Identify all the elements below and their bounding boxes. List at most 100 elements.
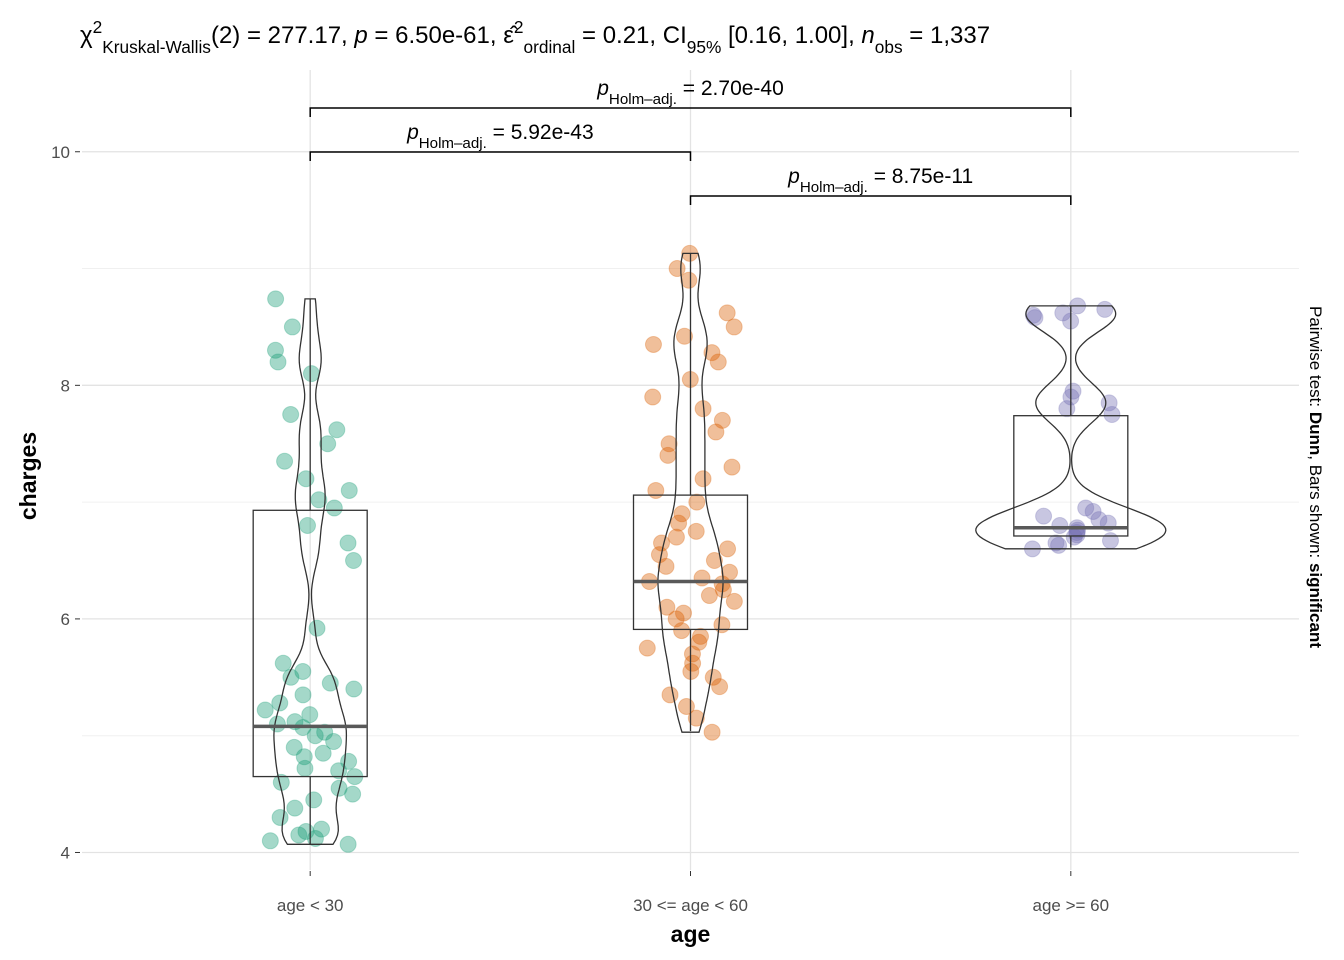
data-point: [723, 458, 741, 476]
x-tick-label: age >= 60: [1033, 896, 1110, 915]
data-point: [319, 435, 337, 453]
text-part: = 1,337: [903, 22, 990, 49]
data-point: [680, 271, 698, 289]
text-part: = 8.75e-11: [868, 165, 973, 188]
data-point: [316, 723, 334, 741]
data-point: [1051, 516, 1069, 534]
data-point: [295, 748, 313, 766]
data-point: [313, 820, 331, 838]
text-part: n: [861, 22, 874, 49]
data-point: [661, 686, 679, 704]
data-point: [282, 406, 300, 424]
data-point: [644, 388, 662, 406]
data-point: [339, 534, 357, 552]
text-part: Holm–adj.: [609, 91, 677, 108]
data-point: [308, 619, 326, 637]
text-part: Holm–adj.: [419, 135, 487, 152]
data-point: [297, 822, 315, 840]
data-point: [1054, 304, 1072, 322]
data-point: [283, 318, 301, 336]
data-point: [1103, 406, 1121, 424]
text-part: = 5.92e-43: [487, 121, 594, 144]
data-point: [703, 344, 721, 362]
data-point: [675, 327, 693, 345]
violin: [975, 305, 1167, 550]
data-point: [1096, 300, 1114, 318]
text-part: Pairwise test:: [1306, 306, 1325, 412]
data-point: [713, 411, 731, 429]
data-point: [673, 622, 691, 640]
data-point: [711, 678, 729, 696]
data-point: [1064, 382, 1082, 400]
data-point: [709, 353, 727, 371]
data-point: [719, 540, 737, 558]
text-part: Kruskal-Wallis: [102, 37, 211, 57]
data-point: [703, 723, 721, 741]
data-point: [267, 290, 285, 308]
data-point: [345, 552, 363, 570]
data-point: [328, 421, 346, 439]
text-part: χ: [80, 22, 93, 49]
data-point: [274, 654, 292, 672]
data-point: [657, 557, 675, 575]
data-point: [713, 616, 731, 634]
data-point: [700, 587, 718, 605]
data-point: [321, 674, 339, 692]
data-point: [721, 563, 739, 581]
text-part: 95%: [687, 37, 722, 57]
data-point: [290, 826, 308, 844]
text-part: 2: [514, 17, 524, 37]
data-point: [687, 709, 705, 727]
data-point: [687, 522, 705, 540]
data-point: [294, 686, 312, 704]
data-point: [718, 304, 736, 322]
data-point: [339, 835, 357, 853]
data-point: [268, 715, 286, 733]
y-tick-label: 8: [61, 376, 70, 395]
data-point: [675, 604, 693, 622]
data-point: [658, 598, 676, 616]
data-point: [1101, 532, 1119, 550]
data-point: [1084, 502, 1102, 520]
data-point: [344, 785, 362, 803]
data-point: [725, 318, 743, 336]
data-point: [297, 470, 315, 488]
text-part: Dunn: [1306, 412, 1325, 455]
x-tick-label: age < 30: [277, 896, 344, 915]
text-part: p: [596, 77, 609, 100]
data-point: [705, 552, 723, 570]
data-point: [707, 423, 725, 441]
data-point: [269, 353, 287, 371]
data-point: [1100, 394, 1118, 412]
text-part: ordinal: [524, 37, 576, 57]
data-point: [677, 697, 695, 715]
data-point: [725, 592, 743, 610]
data-point: [694, 470, 712, 488]
data-point: [693, 569, 711, 587]
data-point: [673, 505, 691, 523]
x-axis-label: age: [671, 921, 711, 947]
y-tick-label: 4: [61, 843, 70, 862]
chart-title: χ2Kruskal-Wallis(2) = 277.17, p = 6.50e-…: [80, 17, 990, 57]
data-point: [704, 668, 722, 686]
text-part: [0.16, 1.00],: [721, 22, 861, 49]
text-part: p: [787, 165, 800, 188]
data-point: [668, 260, 686, 278]
data-point: [301, 706, 319, 724]
data-point: [1024, 306, 1042, 324]
data-point: [261, 832, 279, 850]
text-part: 2: [93, 17, 103, 37]
data-point: [345, 680, 363, 698]
data-point: [310, 491, 328, 509]
text-part: Holm–adj.: [800, 179, 868, 196]
significance-bracket: [689, 195, 1072, 205]
x-tick-label: 30 <= age < 60: [633, 896, 748, 915]
text-part: significant: [1306, 563, 1325, 648]
significance-bracket: [309, 107, 1072, 117]
significance-bracket: [309, 151, 692, 161]
data-point: [667, 528, 685, 546]
data-point: [660, 435, 678, 453]
text-part: = 0.21, CI: [575, 22, 686, 49]
